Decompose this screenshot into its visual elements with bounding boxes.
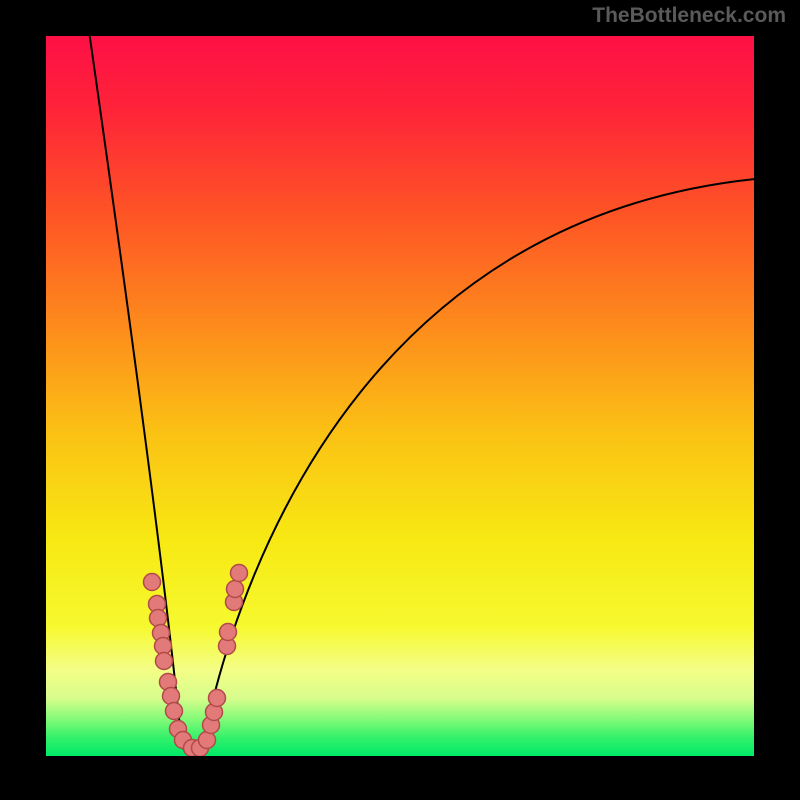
bottleneck-chart-svg bbox=[0, 0, 800, 800]
chart-container: TheBottleneck.com bbox=[0, 0, 800, 800]
watermark-text: TheBottleneck.com bbox=[592, 4, 786, 28]
